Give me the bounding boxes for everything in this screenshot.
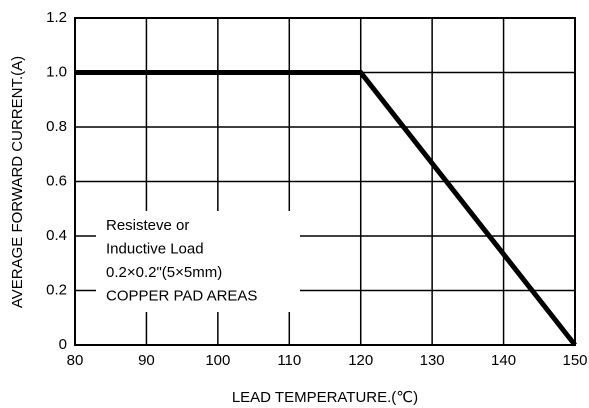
x-tick-label: 120 [348,352,373,369]
x-tick-label: 110 [277,352,301,369]
x-tick-label: 100 [205,352,230,369]
annotation: 0.2×0.2"(5×5mm) [106,264,222,281]
x-axis-label: LEAD TEMPERATURE.(℃) [232,389,418,406]
y-tick-label: 0.2 [46,281,67,298]
annotation: Resisteve or [106,217,189,234]
x-tick-label: 140 [491,352,516,369]
y-tick-label: 0.8 [46,118,67,135]
y-tick-label: 0 [59,336,67,353]
annotation: COPPER PAD AREAS [106,287,257,304]
annotation-box [96,211,300,312]
x-tick-label: 150 [562,352,587,369]
y-tick-label: 1.0 [46,63,67,80]
annotation: Inductive Load [106,240,204,257]
plot-frame [74,17,576,346]
y-tick-label: 1.2 [46,9,67,26]
y-tick-label: 0.4 [46,227,67,244]
y-axis-label: AVERAGE FORWARD CURRENT.(A) [9,56,26,308]
x-tick-label: 130 [420,352,445,369]
x-tick-label: 90 [138,352,155,369]
line [75,70,577,347]
y-tick-label: 0.6 [46,172,67,189]
x-tick-label: 80 [67,352,84,369]
